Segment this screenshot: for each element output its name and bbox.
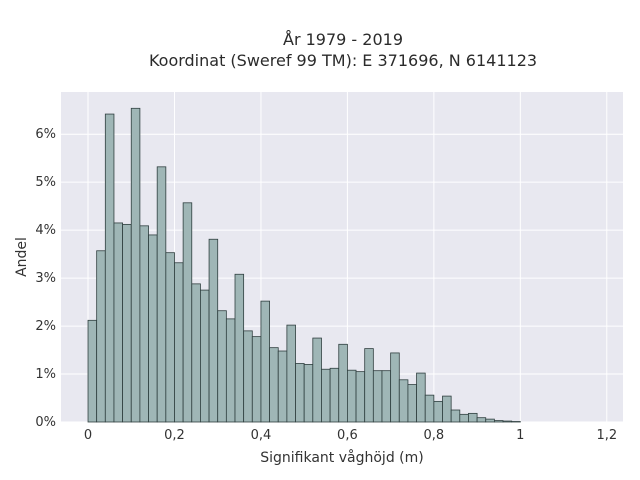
histogram-bar-19 [251,336,262,423]
histogram-bar-6 [139,225,149,423]
histogram-bars [87,107,521,423]
histogram-bar-9 [165,252,175,423]
histogram-bar-14 [208,238,219,423]
histogram-bar-30 [347,369,357,423]
histogram-bar-37 [407,384,417,423]
histogram-bar-21 [269,347,279,423]
histogram-bar-20 [260,300,270,423]
histogram-bar-1 [96,250,106,423]
histogram-bar-29 [338,343,348,423]
chart-title-line2: Koordinat (Sweref 99 TM): E 371696, N 61… [149,51,537,70]
histogram-bar-12 [191,283,201,423]
histogram-bar-15 [217,310,227,423]
y-tick-label-2: 2% [35,319,56,334]
x-tick-label-0: 0 [84,428,92,443]
y-tick-label-0: 0% [35,415,56,430]
histogram-bar-27 [321,368,331,423]
histogram-bar-43 [459,413,469,423]
histogram-bar-0 [87,319,98,423]
histogram-bar-13 [200,289,210,423]
histogram-bar-17 [234,273,245,423]
histogram-bar-40 [433,400,443,423]
histogram-bar-44 [468,412,478,423]
x-tick-label-6: 1,2 [596,428,617,443]
histogram-bar-24 [295,363,305,423]
histogram-bar-11 [182,202,193,423]
histogram-bar-39 [424,394,435,423]
chart-title-line1: År 1979 - 2019 [283,30,403,49]
histogram-bar-45 [476,417,487,423]
histogram-bar-32 [364,348,374,423]
y-tick-label-5: 5% [35,175,56,190]
y-tick-label-3: 3% [35,271,56,286]
histogram-bar-25 [303,364,314,423]
histogram-bar-33 [372,370,383,423]
histogram-bar-8 [156,166,167,423]
histogram-bar-22 [277,350,288,423]
x-tick-label-3: 0,6 [337,428,358,443]
histogram-bar-31 [355,371,366,423]
histogram-bar-2 [104,113,115,423]
histogram-bar-18 [243,330,253,423]
histogram-bar-4 [122,223,132,423]
y-axis-ticks: 0% 1% 2% 3% 4% 5% 6% [35,127,56,430]
histogram-bar-41 [442,395,452,423]
histogram-bar-7 [148,234,158,423]
histogram-bar-10 [174,262,184,423]
histogram-bar-23 [286,324,296,423]
x-tick-label-2: 0,4 [251,428,272,443]
y-tick-label-1: 1% [35,367,56,382]
histogram-bar-48 [502,420,513,423]
y-tick-label-4: 4% [35,223,56,238]
histogram-bar-34 [381,370,392,423]
x-tick-label-4: 0,8 [424,428,445,443]
histogram-bar-42 [450,409,461,423]
histogram-bar-3 [113,222,124,423]
x-axis-ticks: 0 0,2 0,4 0,6 0,8 1 1,2 [84,428,617,443]
histogram-bar-35 [390,352,400,423]
histogram-bar-36 [398,379,409,423]
histogram-bar-26 [312,337,322,423]
y-tick-label-6: 6% [35,127,56,142]
histogram-bar-28 [329,367,340,423]
histogram-bar-16 [225,318,236,423]
y-axis-label: Andel [14,237,30,277]
histogram-bar-47 [493,420,504,423]
histogram-bar-38 [416,372,426,423]
x-axis-label: Signifikant våghöjd (m) [260,449,423,466]
x-tick-label-5: 1 [516,428,524,443]
x-tick-label-1: 0,2 [164,428,185,443]
histogram-bar-46 [485,418,495,423]
histogram-bar-5 [130,107,141,423]
